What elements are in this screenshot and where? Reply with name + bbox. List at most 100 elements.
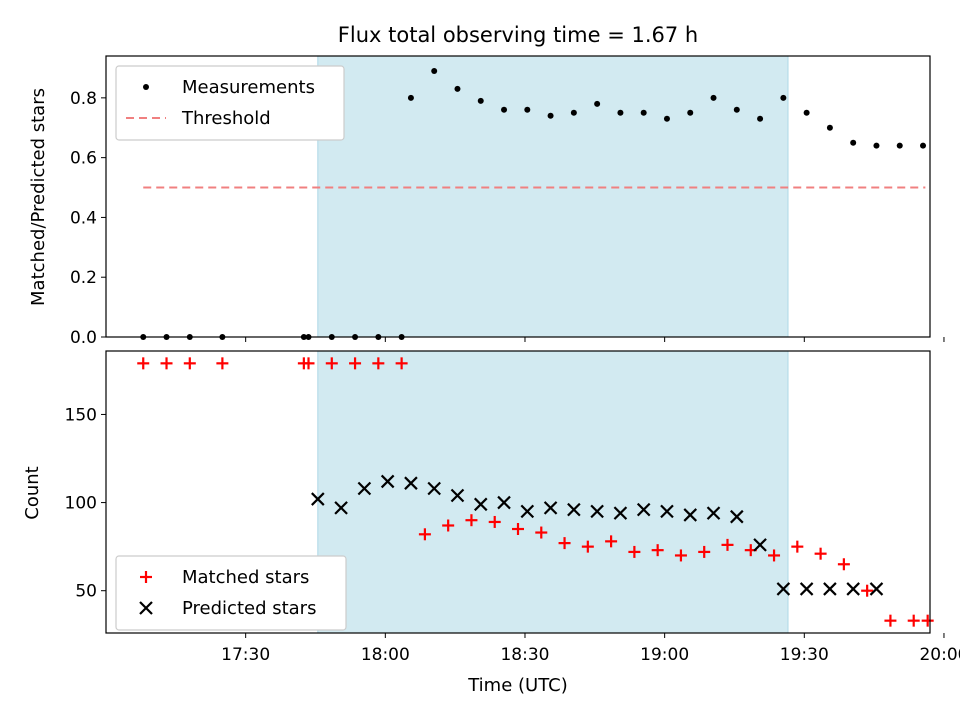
bottom-point-1-7-b <box>473 497 488 512</box>
bottom-point-0-2 <box>183 357 196 370</box>
bottom-point-1-14-b <box>636 502 651 517</box>
bottom-point-1-6-b <box>450 488 465 503</box>
bottom-point-1-15 <box>660 504 674 519</box>
bottom-x-tick-label: 17:30 <box>221 645 270 665</box>
top-y-tick-label: 0.0 <box>70 328 97 348</box>
bottom-y-axis-label: Count <box>22 466 43 519</box>
top-point-0-17 <box>570 109 577 116</box>
bottom-point-1-1 <box>334 501 348 515</box>
bottom-point-1-2-b <box>357 481 372 496</box>
top-point-0-28 <box>826 124 833 131</box>
bottom-point-0-1 <box>160 357 173 370</box>
bottom-point-1-17-b <box>706 506 721 520</box>
bottom-point-0-0 <box>137 357 150 370</box>
top-point-0-26 <box>780 94 787 101</box>
bottom-point-1-9-b <box>520 504 535 519</box>
bottom-y-tick-label: 50 <box>75 582 97 602</box>
top-y-tick-label: 0.2 <box>70 268 97 288</box>
bottom-point-1-3 <box>380 474 395 489</box>
bottom-legend-swatch-1-b <box>139 601 153 615</box>
bottom-point-0-21 <box>674 549 687 562</box>
bottom-x-tick-label: 18:30 <box>500 645 549 665</box>
top-point-0-10 <box>407 94 414 101</box>
bottom-legend-swatch-0 <box>140 571 152 583</box>
top-point-0-14 <box>501 106 508 113</box>
bottom-point-1-24-b <box>869 582 884 596</box>
bottom-point-1-11 <box>567 502 581 517</box>
bottom-point-1-23-b <box>846 582 860 596</box>
top-observing-window <box>317 55 789 338</box>
bottom-point-0-16 <box>558 537 571 550</box>
bottom-point-0-18 <box>605 535 618 548</box>
top-point-0-27 <box>803 109 810 116</box>
bottom-x-tick-label: 19:30 <box>780 645 829 665</box>
x-axis-label: Time (UTC) <box>467 675 568 696</box>
bottom-point-0-22 <box>698 545 711 558</box>
bottom-point-1-22 <box>823 582 837 596</box>
bottom-point-1-0-b <box>311 492 325 506</box>
bottom-x-tick-label: 20:00 <box>919 645 960 665</box>
top-point-0-15 <box>524 106 531 113</box>
bottom-series-1 <box>311 474 884 596</box>
bottom-point-1-17 <box>706 506 721 520</box>
bottom-point-1-3-b <box>380 474 395 489</box>
bottom-point-0-11 <box>442 519 455 532</box>
bottom-point-1-16 <box>683 508 698 522</box>
bottom-point-1-18-b <box>730 509 744 524</box>
bottom-point-0-3 <box>216 357 229 370</box>
bottom-x-tick-label: 18:00 <box>361 645 410 665</box>
bottom-point-0-31 <box>907 614 920 627</box>
bottom-point-0-19 <box>628 545 641 558</box>
bottom-legend-box <box>115 555 347 631</box>
bottom-point-1-21-b <box>799 582 814 596</box>
bottom-point-1-8-b <box>497 495 511 510</box>
bottom-legend-label-0: Matched stars <box>182 567 309 588</box>
bottom-observing-window <box>317 350 789 634</box>
bottom-point-1-16-b <box>683 508 698 522</box>
bottom-point-0-10 <box>418 528 431 541</box>
bottom-point-0-7 <box>349 357 362 370</box>
top-legend-box <box>115 65 345 141</box>
bottom-point-0-20 <box>651 544 664 557</box>
bottom-point-1-23 <box>846 582 860 596</box>
bottom-point-1-5 <box>427 481 441 496</box>
bottom-point-1-24 <box>869 582 884 596</box>
bottom-point-1-9 <box>520 504 535 519</box>
top-point-0-21 <box>663 115 670 122</box>
bottom-point-1-0 <box>311 492 325 506</box>
bottom-axes-frame <box>105 350 931 634</box>
chart-title: Flux total observing time = 1.67 h <box>338 23 698 47</box>
top-y-axis-label: Matched/Predicted stars <box>28 88 49 306</box>
top-legend-swatch-0 <box>143 84 149 90</box>
bottom-point-0-29 <box>861 584 874 597</box>
bottom-x-tick-label: 19:00 <box>640 645 689 665</box>
bottom-point-1-1-b <box>334 501 348 515</box>
bottom-point-1-22-b <box>823 582 837 596</box>
bottom-point-1-21 <box>799 582 814 596</box>
bottom-legend-label-1: Predicted stars <box>182 598 316 619</box>
bottom-point-0-14 <box>512 523 524 536</box>
top-point-0-29 <box>850 139 857 146</box>
bottom-point-0-12 <box>465 514 478 527</box>
bottom-point-1-10-b <box>543 501 558 515</box>
top-point-0-20 <box>640 109 647 116</box>
bottom-point-1-20-b <box>776 582 791 596</box>
top-point-0-16 <box>547 112 554 119</box>
bottom-point-1-14 <box>636 502 651 517</box>
top-point-0-13 <box>477 97 484 104</box>
bottom-point-1-6 <box>450 488 465 503</box>
bottom-point-1-19 <box>753 538 767 552</box>
bottom-point-1-2 <box>357 481 372 496</box>
top-point-0-31 <box>896 142 903 149</box>
bottom-point-0-30 <box>884 614 897 627</box>
bottom-point-1-18 <box>730 509 744 524</box>
bottom-point-1-13 <box>613 506 628 520</box>
bottom-point-0-23 <box>721 538 734 551</box>
bottom-point-0-6 <box>325 357 338 370</box>
bottom-y-tick-label: 150 <box>65 405 97 425</box>
top-legend-label-1: Threshold <box>181 108 271 129</box>
top-point-0-12 <box>454 85 461 92</box>
bottom-point-1-12 <box>590 504 604 519</box>
top-point-0-11 <box>431 67 438 74</box>
